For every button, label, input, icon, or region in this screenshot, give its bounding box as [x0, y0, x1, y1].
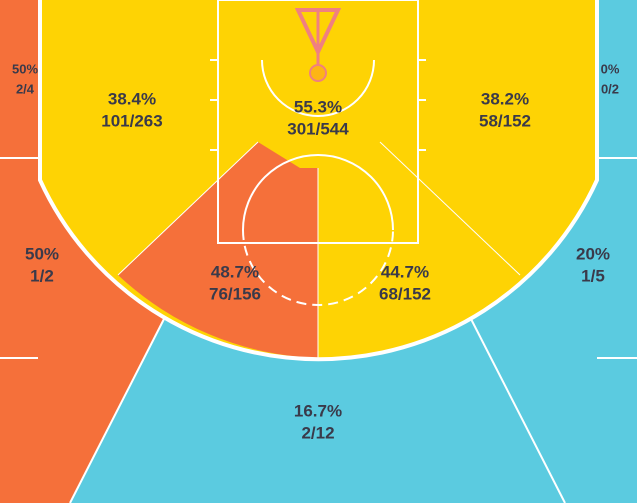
- zone-shots: 2/4: [16, 81, 35, 96]
- basket: [294, 8, 342, 82]
- zone-labels: 50% 2/4 38.4% 101/263 55.3% 301/544 38.2% 58/15…: [12, 61, 620, 442]
- zone-percent: 50%: [12, 61, 38, 76]
- zone-percent: 16.7%: [294, 401, 342, 420]
- zone-percent: 50%: [25, 244, 59, 263]
- left-corner-zone: [0, 0, 40, 158]
- zone-shots: 1/5: [581, 266, 605, 285]
- zone-percent: 0%: [601, 61, 620, 76]
- zone-percent: 44.7%: [381, 262, 429, 281]
- zone-percent: 48.7%: [211, 262, 259, 281]
- zone-percent: 20%: [576, 244, 610, 263]
- zone-shots: 301/544: [287, 119, 349, 138]
- left-wing-zone: [0, 158, 165, 503]
- zone-shots: 76/156: [209, 284, 261, 303]
- left-mid-zone: [118, 142, 318, 358]
- zone-shots: 1/2: [30, 266, 54, 285]
- zone-shots: 68/152: [379, 284, 431, 303]
- zone-shots: 0/2: [601, 81, 619, 96]
- zone-shots: 101/263: [101, 111, 162, 130]
- zone-percent: 38.2%: [481, 89, 529, 108]
- zone-percent: 55.3%: [294, 97, 342, 116]
- zone-percent: 38.4%: [108, 89, 156, 108]
- zone-shots: 58/152: [479, 111, 531, 130]
- zone-shots: 2/12: [301, 423, 334, 442]
